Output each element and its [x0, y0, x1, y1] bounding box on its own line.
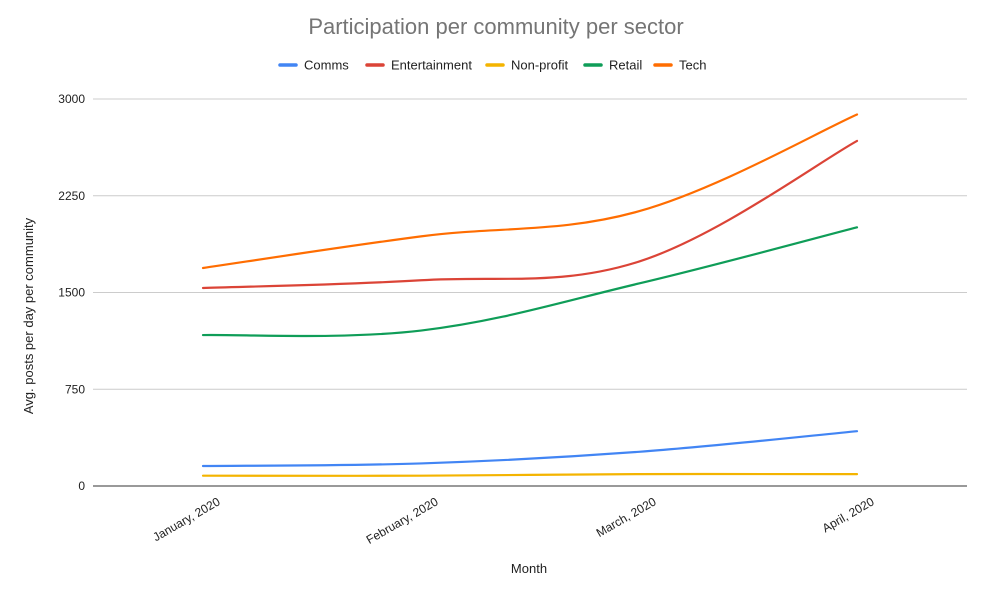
y-tick-label: 750 [65, 382, 85, 396]
x-tick-label: March, 2020 [594, 494, 659, 540]
legend-label-entertainment: Entertainment [391, 58, 472, 73]
legend-label-retail: Retail [609, 58, 642, 73]
y-tick-label: 3000 [58, 92, 85, 106]
legend: Comms Entertainment Non-profit Retail Tech [278, 58, 706, 73]
chart-title: Participation per community per sector [308, 14, 683, 39]
series-line-retail [201, 226, 859, 338]
y-axis-label: Avg. posts per day per community [21, 217, 36, 414]
x-tick-label: February, 2020 [364, 494, 441, 547]
y-tick-label: 1500 [58, 286, 85, 300]
legend-label-non-profit: Non-profit [511, 58, 568, 73]
x-tick-label: January, 2020 [150, 494, 222, 544]
series-lines [201, 113, 859, 477]
gridlines [93, 98, 967, 487]
legend-label-tech: Tech [679, 58, 706, 73]
series-line-comms [201, 430, 859, 468]
x-axis-label: Month [511, 561, 547, 576]
y-axis-ticks: 0 750 1500 2250 3000 [58, 92, 85, 493]
series-line-entertainment [201, 139, 859, 290]
y-tick-label: 0 [78, 479, 85, 493]
x-tick-label: April, 2020 [820, 494, 877, 535]
legend-label-comms: Comms [304, 58, 349, 73]
x-axis-ticks: January, 2020 February, 2020 March, 2020 Ap… [150, 494, 876, 547]
series-line-tech [201, 113, 859, 270]
series-line-non-profit [201, 472, 859, 477]
y-tick-label: 2250 [58, 189, 85, 203]
